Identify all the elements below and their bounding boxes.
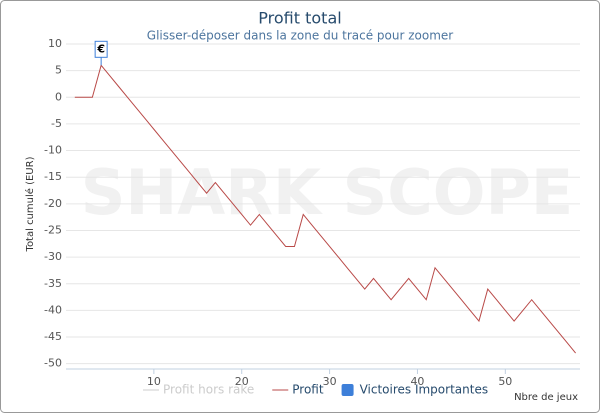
legend-label[interactable]: Profit (292, 383, 324, 397)
y-tick-label: 5 (55, 64, 62, 77)
y-tick-label: -40 (44, 303, 62, 316)
flag-label: € (96, 42, 105, 55)
chart-title: Profit total (258, 9, 341, 28)
y-tick-label: -10 (44, 144, 62, 157)
y-axis-label: Total cumulé (EUR) (24, 156, 36, 252)
y-tick-label: 10 (48, 37, 62, 50)
chart-subtitle: Glisser-déposer dans la zone du tracé po… (147, 29, 453, 43)
watermark: SHARK SCOPE (81, 156, 574, 229)
y-tick-label: 0 (55, 90, 62, 103)
y-tick-label: -45 (44, 330, 62, 343)
y-tick-label: -35 (44, 277, 62, 290)
y-tick-label: -25 (44, 223, 62, 236)
x-tick-label: 20 (235, 375, 249, 388)
x-tick-label: 40 (410, 375, 424, 388)
x-tick-label: 30 (323, 375, 337, 388)
legend-label[interactable]: Profit hors rake (163, 383, 254, 397)
x-tick-label: 10 (147, 375, 161, 388)
y-tick-label: -15 (44, 170, 62, 183)
legend-symbol[interactable] (341, 384, 354, 396)
y-tick-label: -20 (44, 197, 62, 210)
x-axis-label: Nbre de jeux (514, 392, 578, 403)
x-tick-label: 50 (498, 375, 512, 388)
series-line (74, 64, 576, 354)
legend-label[interactable]: Victoires Importantes (360, 383, 489, 397)
y-tick-label: -5 (51, 117, 62, 130)
y-tick-label: -50 (44, 357, 62, 370)
flag-box (94, 40, 108, 58)
y-tick-label: -30 (44, 250, 62, 263)
